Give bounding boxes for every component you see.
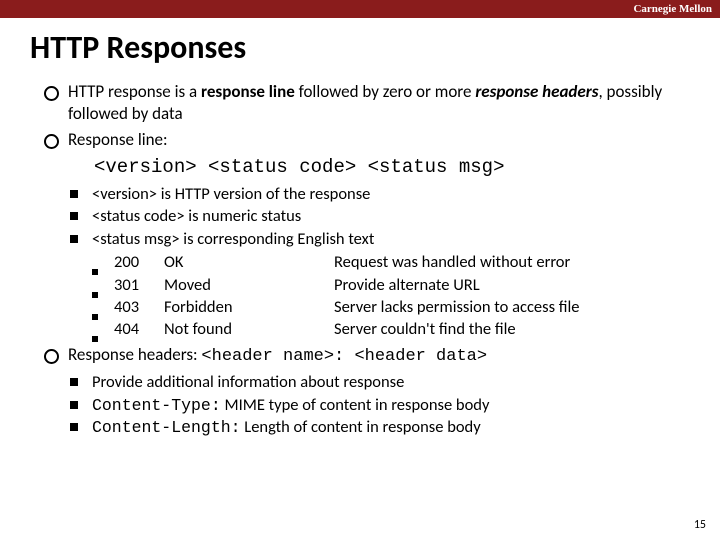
text-mono: Content-Type: (92, 396, 221, 415)
slide-content: HTTP response is a response line followe… (0, 81, 720, 439)
response-line-format: <version> <status code> <status msg> (40, 155, 700, 180)
sub-version: <version> is HTTP version of the respons… (70, 184, 700, 205)
text: Response headers: (68, 344, 201, 365)
sub-bullet-list: <version> is HTTP version of the respons… (70, 184, 700, 250)
cell-name: Forbidden (164, 296, 334, 318)
sub-status-msg: <status msg> is corresponding English te… (70, 229, 700, 250)
sub-content-length: Content-Length: Length of content in res… (70, 417, 700, 438)
table-row: 404 Not found Server couldn't find the f… (92, 318, 700, 340)
bullet-list: HTTP response is a response line followe… (40, 81, 700, 151)
institution-label: Carnegie Mellon (633, 3, 712, 15)
status-code-table: 200 OK Request was handled without error… (92, 251, 700, 340)
text-mono: <header name>: <header data> (201, 347, 487, 366)
text: MIME type of content in response body (221, 395, 490, 415)
cell-code: 403 (114, 296, 164, 318)
cell-name: OK (164, 251, 334, 273)
text: Length of content in response body (241, 417, 481, 437)
cell-code: 404 (114, 318, 164, 340)
bullet-response-headers: Response headers: <header name>: <header… (40, 344, 700, 368)
cell-code: 301 (114, 274, 164, 296)
cell-name: Not found (164, 318, 334, 340)
sub-status-code: <status code> is numeric status (70, 206, 700, 227)
text-bold: response line (201, 81, 295, 102)
table-row: 301 Moved Provide alternate URL (92, 274, 700, 296)
sub-bullet-list: Provide additional information about res… (70, 372, 700, 438)
cell-desc: Request was handled without error (334, 251, 700, 273)
text: followed by zero or more (295, 81, 476, 102)
bullet-response-line: Response line: (40, 129, 700, 151)
text: Response line: (68, 129, 168, 150)
table-row: 200 OK Request was handled without error (92, 251, 700, 273)
sub-info: Provide additional information about res… (70, 372, 700, 393)
bullet-list: Response headers: <header name>: <header… (40, 344, 700, 368)
table-row: 403 Forbidden Server lacks permission to… (92, 296, 700, 318)
page-number: 15 (694, 518, 706, 532)
cell-desc: Server lacks permission to access file (334, 296, 700, 318)
text: HTTP response is a (68, 81, 201, 102)
top-bar: Carnegie Mellon (0, 0, 720, 18)
cell-desc: Provide alternate URL (334, 274, 700, 296)
cell-desc: Server couldn't find the file (334, 318, 700, 340)
text-mono: Content-Length: (92, 418, 241, 437)
sub-content-type: Content-Type: MIME type of content in re… (70, 395, 700, 416)
bullet-response-def: HTTP response is a response line followe… (40, 81, 700, 125)
cell-code: 200 (114, 251, 164, 273)
cell-name: Moved (164, 274, 334, 296)
slide-title: HTTP Responses (0, 18, 720, 81)
text-italic: response headers (475, 81, 598, 102)
